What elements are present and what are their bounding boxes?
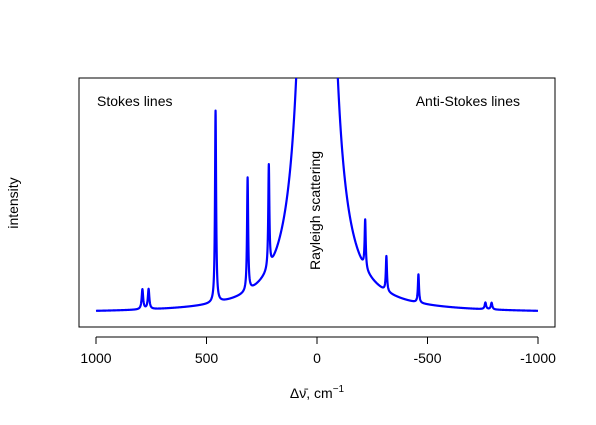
anti-stokes-annotation: Anti-Stokes lines — [416, 93, 520, 109]
x-tick-label: -1000 — [520, 350, 556, 366]
x-tick-label: 500 — [195, 350, 219, 366]
spectrum-line — [95, 78, 539, 312]
rayleigh-annotation: Rayleigh scattering — [307, 151, 323, 270]
x-axis-label-exponent: −1 — [333, 384, 345, 395]
y-axis-label: intensity — [5, 177, 21, 228]
x-tick-label: 0 — [313, 350, 321, 366]
x-tick-label: -500 — [413, 350, 441, 366]
x-tick-label: 1000 — [80, 350, 111, 366]
x-axis-label: Δν̄, cm−1 — [290, 384, 345, 401]
x-axis-label-main: Δν̄, cm — [290, 385, 333, 401]
x-axis: 1000 500 0 -500 -1000 — [80, 336, 556, 366]
stokes-annotation: Stokes lines — [97, 93, 172, 109]
plot-frame — [78, 77, 556, 328]
